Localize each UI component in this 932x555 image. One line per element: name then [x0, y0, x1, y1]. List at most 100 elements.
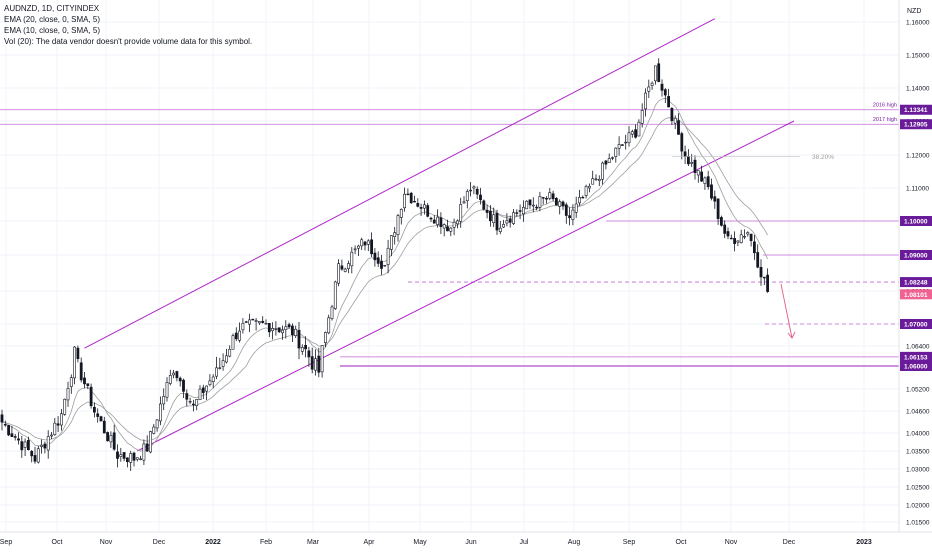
candle-body	[10, 433, 14, 437]
candle-body	[571, 209, 575, 220]
candle-body	[436, 216, 440, 225]
candle-body	[531, 204, 535, 207]
candle-body	[172, 372, 176, 376]
x-tick-label: 2023	[856, 539, 872, 546]
y-tick-label: 1.11000	[906, 186, 929, 193]
candle-body	[743, 235, 746, 238]
candle-body	[581, 196, 585, 199]
candle-body	[89, 386, 93, 407]
horizontal-levels: 2016 high 2017 high	[0, 103, 899, 367]
time-axis-bg[interactable]	[0, 532, 932, 550]
ema20-legend[interactable]: EMA (20, close, 0, SMA, 5)	[4, 15, 101, 24]
ema10-legend[interactable]: EMA (10, close, 0, SMA, 5)	[4, 26, 101, 35]
candle-body	[182, 379, 185, 392]
candle-body	[591, 178, 595, 185]
candle-body	[634, 129, 638, 138]
candle-body	[545, 197, 548, 200]
candle-body	[310, 356, 314, 370]
candle-body	[142, 443, 146, 461]
price-label-box	[900, 119, 932, 130]
candle-body	[99, 416, 103, 422]
candle-body	[485, 209, 489, 213]
price-label-text: 1.12905	[904, 122, 928, 129]
candle-body	[30, 450, 34, 457]
candle-body	[611, 157, 614, 159]
candle-body	[465, 191, 469, 201]
candle-body	[314, 358, 317, 371]
price-label-text: 1.08248	[904, 280, 928, 287]
candle-body	[109, 434, 113, 443]
currency-label: NZD	[907, 8, 921, 15]
candle-body	[393, 232, 397, 238]
candle-body	[178, 377, 182, 382]
candle-body	[261, 320, 265, 323]
candle-body	[733, 238, 737, 244]
candle-body	[53, 422, 57, 436]
candle-body	[69, 377, 73, 387]
candle-body	[459, 204, 463, 222]
candle-body	[710, 184, 713, 199]
candle-body	[766, 274, 770, 292]
symbol-title[interactable]: AUDNZD, 1D, CITYINDEX	[4, 4, 100, 13]
ema-lines	[1, 97, 768, 452]
candle-body	[221, 360, 225, 367]
candle-body	[419, 207, 423, 209]
candle-body	[446, 226, 449, 232]
candle-body	[225, 355, 228, 363]
candle-body	[677, 120, 680, 135]
candle-body	[752, 241, 756, 254]
candle-body	[574, 203, 578, 213]
candle-body	[660, 83, 664, 91]
price-axis-bg[interactable]	[899, 0, 932, 532]
candle-body	[564, 204, 568, 216]
candle-body	[277, 327, 281, 333]
candle-body	[0, 414, 4, 423]
candle-body	[238, 330, 242, 341]
volume-legend[interactable]: Vol (20): The data vendor doesn't provid…	[4, 37, 253, 46]
y-tick-label: 1.16000	[906, 20, 930, 27]
candle-body	[663, 89, 667, 96]
time-axis[interactable]: Sep Oct Nov Dec 2022 Feb Mar Apr May Jun Jul Aug Sep…	[0, 539, 872, 546]
x-tick-label: Dec	[783, 539, 796, 546]
candle-body	[601, 162, 605, 180]
candle-body	[703, 177, 707, 184]
candle-body	[327, 317, 331, 334]
level-tag: 2016 high	[873, 103, 897, 109]
channel-lower-line	[137, 120, 795, 452]
candle-body	[719, 217, 723, 226]
candle-body	[50, 434, 53, 437]
candle-body	[20, 441, 24, 451]
candle-body	[257, 321, 261, 324]
candle-body	[281, 329, 284, 334]
candle-body	[353, 248, 357, 251]
candle-body	[162, 396, 166, 405]
candle-body	[304, 345, 308, 350]
candle-body	[449, 227, 453, 232]
candle-body	[551, 193, 555, 200]
candle-body	[112, 432, 116, 450]
candle-body	[693, 159, 697, 173]
candle-body	[498, 227, 502, 232]
y-tick-label: 1.02000	[906, 503, 930, 510]
candle-body	[653, 65, 657, 82]
candle-body	[726, 231, 730, 237]
candle-body	[192, 403, 195, 406]
ema20-line	[1, 117, 768, 442]
candle-body	[670, 108, 674, 122]
candle-body	[696, 170, 700, 176]
candle-body	[168, 375, 172, 384]
candle-body	[129, 453, 133, 463]
candle-body	[521, 206, 525, 215]
candle-body	[403, 193, 407, 209]
candle-body	[644, 92, 647, 110]
candle-body	[43, 443, 47, 449]
candle-body	[284, 326, 288, 330]
candle-body	[23, 441, 27, 448]
candle-body	[426, 205, 430, 217]
candle-body	[26, 440, 30, 451]
candle-body	[624, 141, 628, 144]
candle-body	[396, 215, 400, 235]
candle-body	[73, 346, 77, 379]
